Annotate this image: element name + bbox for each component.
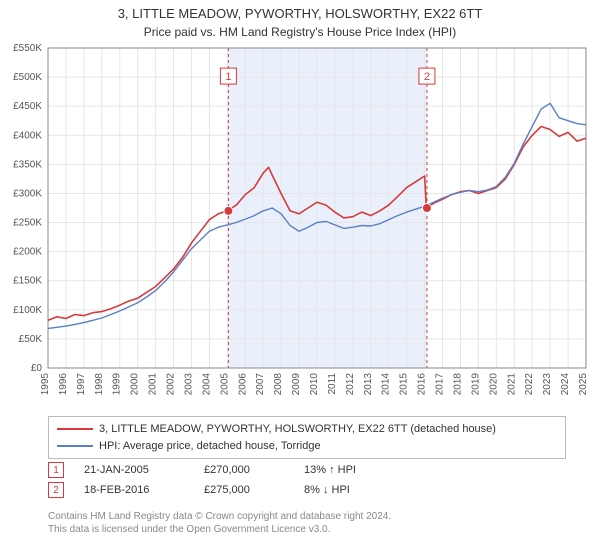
svg-text:2001: 2001 <box>148 373 159 396</box>
svg-text:£500K: £500K <box>13 72 42 83</box>
svg-text:£100K: £100K <box>13 305 42 316</box>
footer-line1: Contains HM Land Registry data © Crown c… <box>48 510 391 523</box>
svg-text:2007: 2007 <box>255 373 266 396</box>
legend-label-hpi: HPI: Average price, detached house, Torr… <box>99 440 321 452</box>
legend: 3, LITTLE MEADOW, PYWORTHY, HOLSWORTHY, … <box>48 416 566 459</box>
svg-text:2011: 2011 <box>327 373 338 395</box>
svg-text:1999: 1999 <box>112 373 123 396</box>
svg-text:2015: 2015 <box>399 373 410 396</box>
svg-text:1995: 1995 <box>40 373 51 396</box>
sales-table: 1 21-JAN-2005£270,00013% ↑ HPI 2 18-FEB-201… <box>48 460 424 500</box>
svg-text:2025: 2025 <box>578 373 589 396</box>
svg-text:£250K: £250K <box>13 218 42 229</box>
svg-text:2003: 2003 <box>183 373 194 396</box>
svg-text:2014: 2014 <box>381 373 392 396</box>
svg-text:2019: 2019 <box>470 373 481 396</box>
svg-text:£150K: £150K <box>13 276 42 287</box>
legend-swatch-property <box>57 428 93 430</box>
legend-swatch-hpi <box>57 445 93 447</box>
svg-text:2005: 2005 <box>219 373 230 396</box>
svg-text:2012: 2012 <box>345 373 356 396</box>
svg-text:1998: 1998 <box>94 373 105 396</box>
svg-text:£300K: £300K <box>13 188 42 199</box>
sale-delta: 13% ↑ HPI <box>304 464 424 476</box>
svg-text:2018: 2018 <box>452 373 463 396</box>
svg-text:2024: 2024 <box>560 373 571 396</box>
svg-text:£400K: £400K <box>13 130 42 141</box>
legend-row-hpi: HPI: Average price, detached house, Torr… <box>57 438 557 455</box>
footer-attribution: Contains HM Land Registry data © Crown c… <box>48 510 391 536</box>
svg-text:2017: 2017 <box>435 373 446 396</box>
svg-text:1997: 1997 <box>76 373 87 396</box>
svg-text:£200K: £200K <box>13 247 42 258</box>
svg-text:2013: 2013 <box>363 373 374 396</box>
price-chart: £0 £50K £100K £150K £200K £250K £300K £350K £400… <box>0 44 600 404</box>
svg-text:1: 1 <box>225 71 231 83</box>
sale-date: 21-JAN-2005 <box>84 464 204 476</box>
sale-row: 2 18-FEB-2016£275,0008% ↓ HPI <box>48 480 424 500</box>
svg-text:2002: 2002 <box>166 373 177 396</box>
footer-line2: This data is licensed under the Open Gov… <box>48 523 391 536</box>
svg-text:£0: £0 <box>31 363 43 374</box>
svg-text:2022: 2022 <box>524 373 535 396</box>
sale-marker-icon: 1 <box>48 462 64 478</box>
svg-text:2016: 2016 <box>417 373 428 396</box>
legend-label-property: 3, LITTLE MEADOW, PYWORTHY, HOLSWORTHY, … <box>99 423 496 435</box>
svg-text:2009: 2009 <box>291 373 302 396</box>
svg-text:2021: 2021 <box>506 373 517 396</box>
svg-text:2008: 2008 <box>273 373 284 396</box>
sale-row: 1 21-JAN-2005£270,00013% ↑ HPI <box>48 460 424 480</box>
svg-text:2020: 2020 <box>488 373 499 396</box>
page-title: 3, LITTLE MEADOW, PYWORTHY, HOLSWORTHY, … <box>0 0 600 23</box>
svg-text:£550K: £550K <box>13 44 42 54</box>
sale-price: £275,000 <box>204 484 304 496</box>
svg-text:2: 2 <box>424 71 430 83</box>
legend-row-property: 3, LITTLE MEADOW, PYWORTHY, HOLSWORTHY, … <box>57 421 557 438</box>
sale-price: £270,000 <box>204 464 304 476</box>
sale-marker-icon: 2 <box>48 482 64 498</box>
svg-text:1996: 1996 <box>58 373 69 396</box>
svg-text:2023: 2023 <box>542 373 553 396</box>
sale-date: 18-FEB-2016 <box>84 484 204 496</box>
page-subtitle: Price paid vs. HM Land Registry's House … <box>0 25 600 39</box>
svg-text:2010: 2010 <box>309 373 320 396</box>
svg-text:2004: 2004 <box>201 373 212 396</box>
svg-text:£350K: £350K <box>13 159 42 170</box>
svg-text:2000: 2000 <box>130 373 141 396</box>
svg-text:2006: 2006 <box>237 373 248 396</box>
sale-delta: 8% ↓ HPI <box>304 484 424 496</box>
svg-text:£50K: £50K <box>19 334 43 345</box>
svg-text:£450K: £450K <box>13 101 42 112</box>
